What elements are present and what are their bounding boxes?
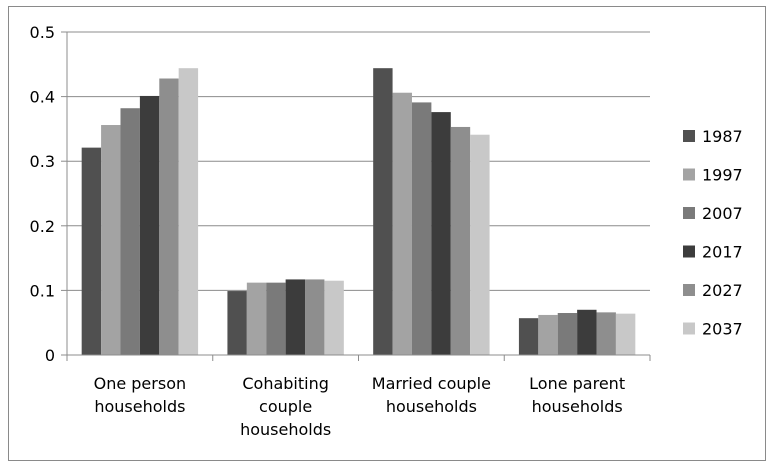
legend-swatch-2027: [683, 284, 695, 296]
bar-2037: [178, 68, 199, 356]
bar-2027: [596, 312, 616, 355]
y-tick-label: 0.2: [30, 217, 55, 236]
y-tick-label: 0.4: [30, 88, 55, 107]
x-category-label: One person households: [94, 374, 187, 416]
y-tick-label: 0.3: [30, 152, 55, 171]
bar-2007: [120, 108, 140, 355]
x-category-label: Lone parent households: [529, 374, 625, 416]
bar-2027: [450, 126, 471, 356]
legend: 1987 1997 2007 2017 2027 2037: [683, 127, 743, 339]
legend-swatch-2017: [683, 245, 695, 258]
bar-2017: [285, 279, 306, 355]
y-tick-label: 0.1: [30, 281, 55, 300]
bar-2017: [431, 112, 451, 355]
bar-2007: [557, 313, 578, 355]
bar-1997: [538, 314, 558, 355]
bar-2027: [305, 279, 325, 355]
y-tick-label: 0: [45, 346, 55, 365]
y-tick-labels: 0 0.1 0.2 0.3 0.4 0.5: [30, 23, 55, 365]
legend-swatch-1997: [683, 168, 695, 181]
y-tick-label: 0.5: [30, 23, 55, 42]
legend-swatch-2007: [683, 207, 695, 219]
x-category-label: Married couple households: [372, 374, 491, 416]
legend-label-2017: 2017: [702, 243, 743, 262]
legend-label-2027: 2027: [702, 281, 743, 300]
bar-2017: [139, 95, 160, 355]
bar-1997: [101, 125, 121, 356]
bar-2007: [266, 282, 286, 355]
legend-label-1997: 1997: [702, 166, 743, 185]
bar-2037: [615, 313, 636, 355]
legend-label-1987: 1987: [702, 127, 743, 146]
bar-1987: [227, 291, 247, 355]
axes: [61, 31, 651, 361]
bar-2037: [470, 134, 490, 355]
legend-swatch-2037: [683, 322, 695, 335]
bars: [81, 68, 636, 356]
bar-2007: [411, 102, 432, 355]
bar-2027: [159, 78, 179, 355]
legend-swatch-1987: [683, 130, 695, 142]
bar-1997: [392, 92, 412, 355]
bar-2037: [324, 280, 344, 355]
bar-2017: [577, 309, 597, 355]
x-category-labels: One person households Cohabiting couple hous…: [94, 374, 625, 439]
bar-1997: [246, 282, 267, 355]
bar-1987: [373, 68, 393, 356]
x-category-label: Cohabiting couple households: [240, 374, 331, 439]
bar-1987: [81, 147, 102, 355]
bar-1987: [518, 318, 539, 355]
legend-label-2037: 2037: [702, 320, 743, 339]
legend-label-2007: 2007: [702, 204, 743, 223]
